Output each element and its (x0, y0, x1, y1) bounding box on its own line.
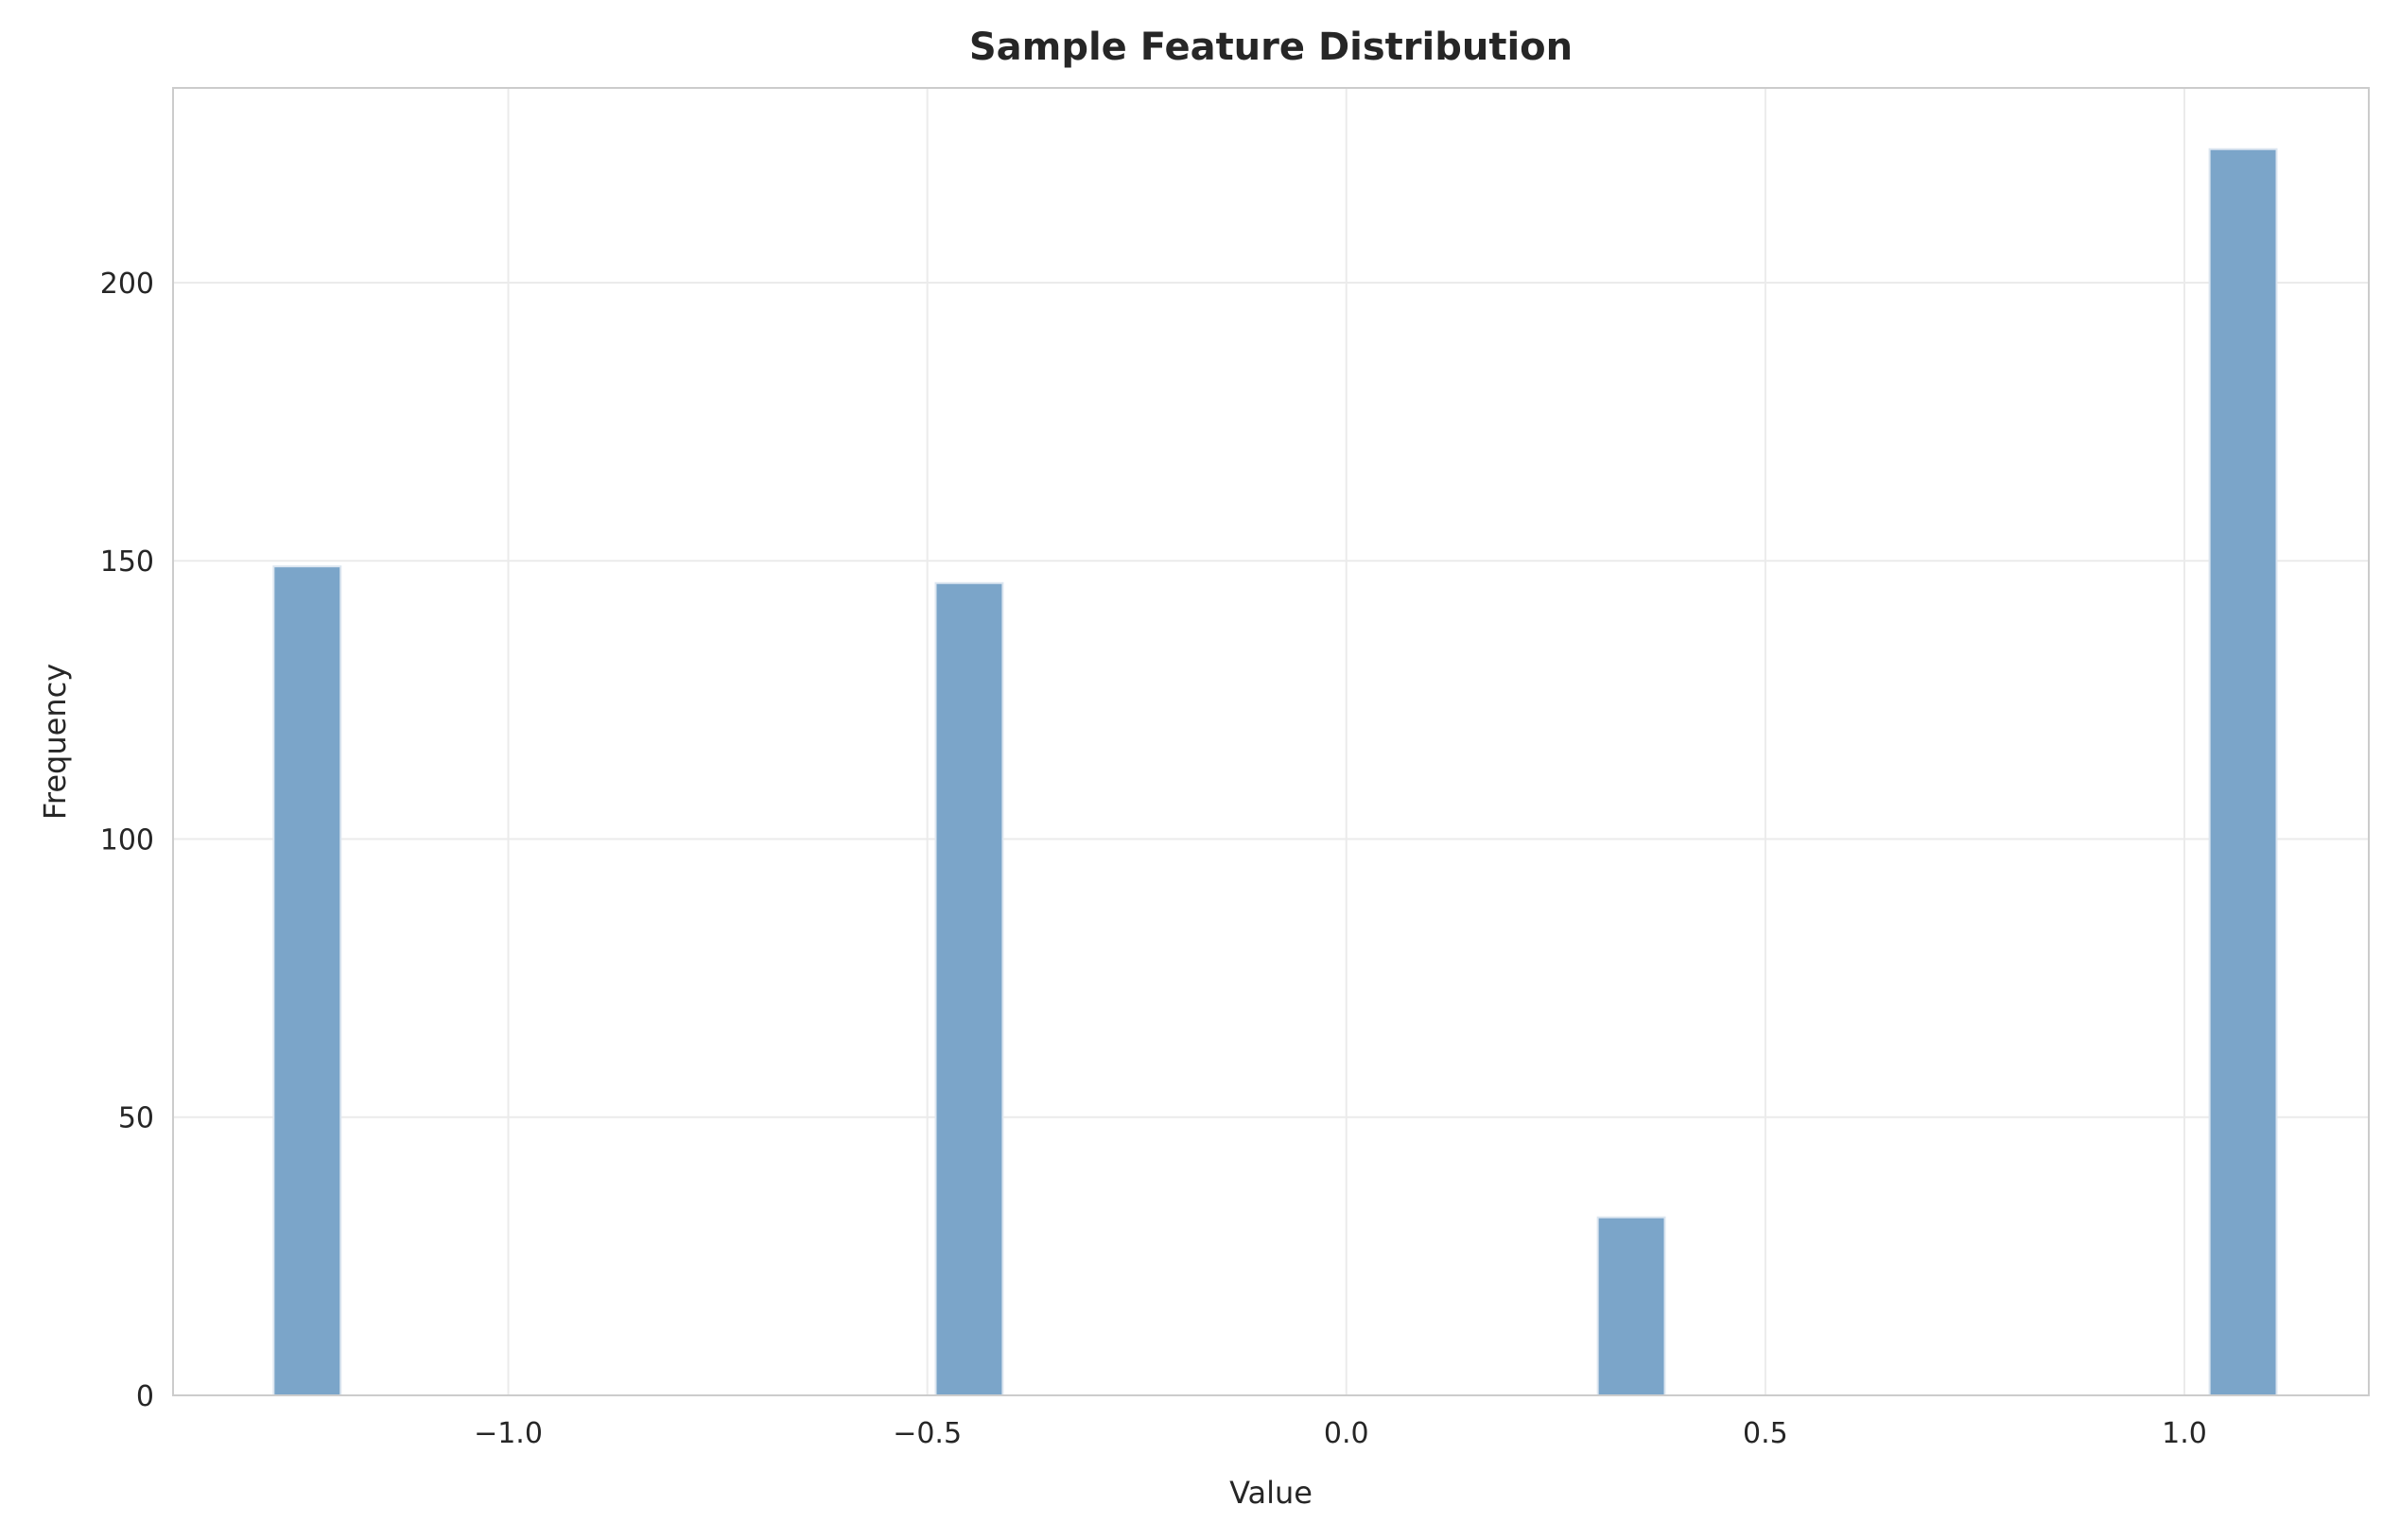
x-tick-labels: −1.0 −0.5 0.0 0.5 1.0 (474, 1417, 2207, 1450)
x-tick-label: 0.5 (1743, 1417, 1788, 1450)
y-axis-label: Frequency (37, 664, 73, 820)
x-tick-label: −1.0 (474, 1417, 543, 1450)
x-tick-label: 1.0 (2162, 1417, 2207, 1450)
y-tick-label: 150 (100, 545, 154, 579)
y-tick-label: 200 (100, 268, 154, 301)
histogram-bar (1596, 1216, 1666, 1397)
plot-frame (172, 87, 2370, 1396)
y-tick-label: 0 (136, 1380, 154, 1413)
x-tick-label: 0.0 (1324, 1417, 1369, 1450)
y-tick-labels: 0 50 100 150 200 (100, 268, 154, 1413)
chart-title: Sample Feature Distribution (969, 26, 1573, 69)
y-tick-label: 50 (118, 1102, 154, 1135)
histogram-bar (2208, 147, 2278, 1396)
x-axis-label: Value (1229, 1475, 1313, 1511)
x-tick-label: −0.5 (893, 1417, 962, 1450)
y-tick-label: 100 (100, 823, 154, 857)
histogram-bar (272, 565, 342, 1396)
histogram-bar (934, 581, 1004, 1396)
